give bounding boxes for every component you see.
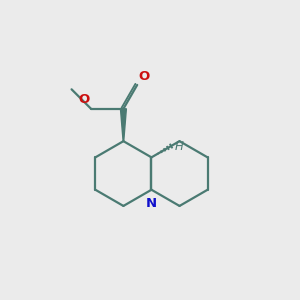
Text: N: N: [146, 197, 157, 210]
Text: O: O: [78, 93, 90, 106]
Text: H: H: [175, 140, 184, 152]
Text: O: O: [139, 70, 150, 83]
Polygon shape: [121, 109, 126, 141]
